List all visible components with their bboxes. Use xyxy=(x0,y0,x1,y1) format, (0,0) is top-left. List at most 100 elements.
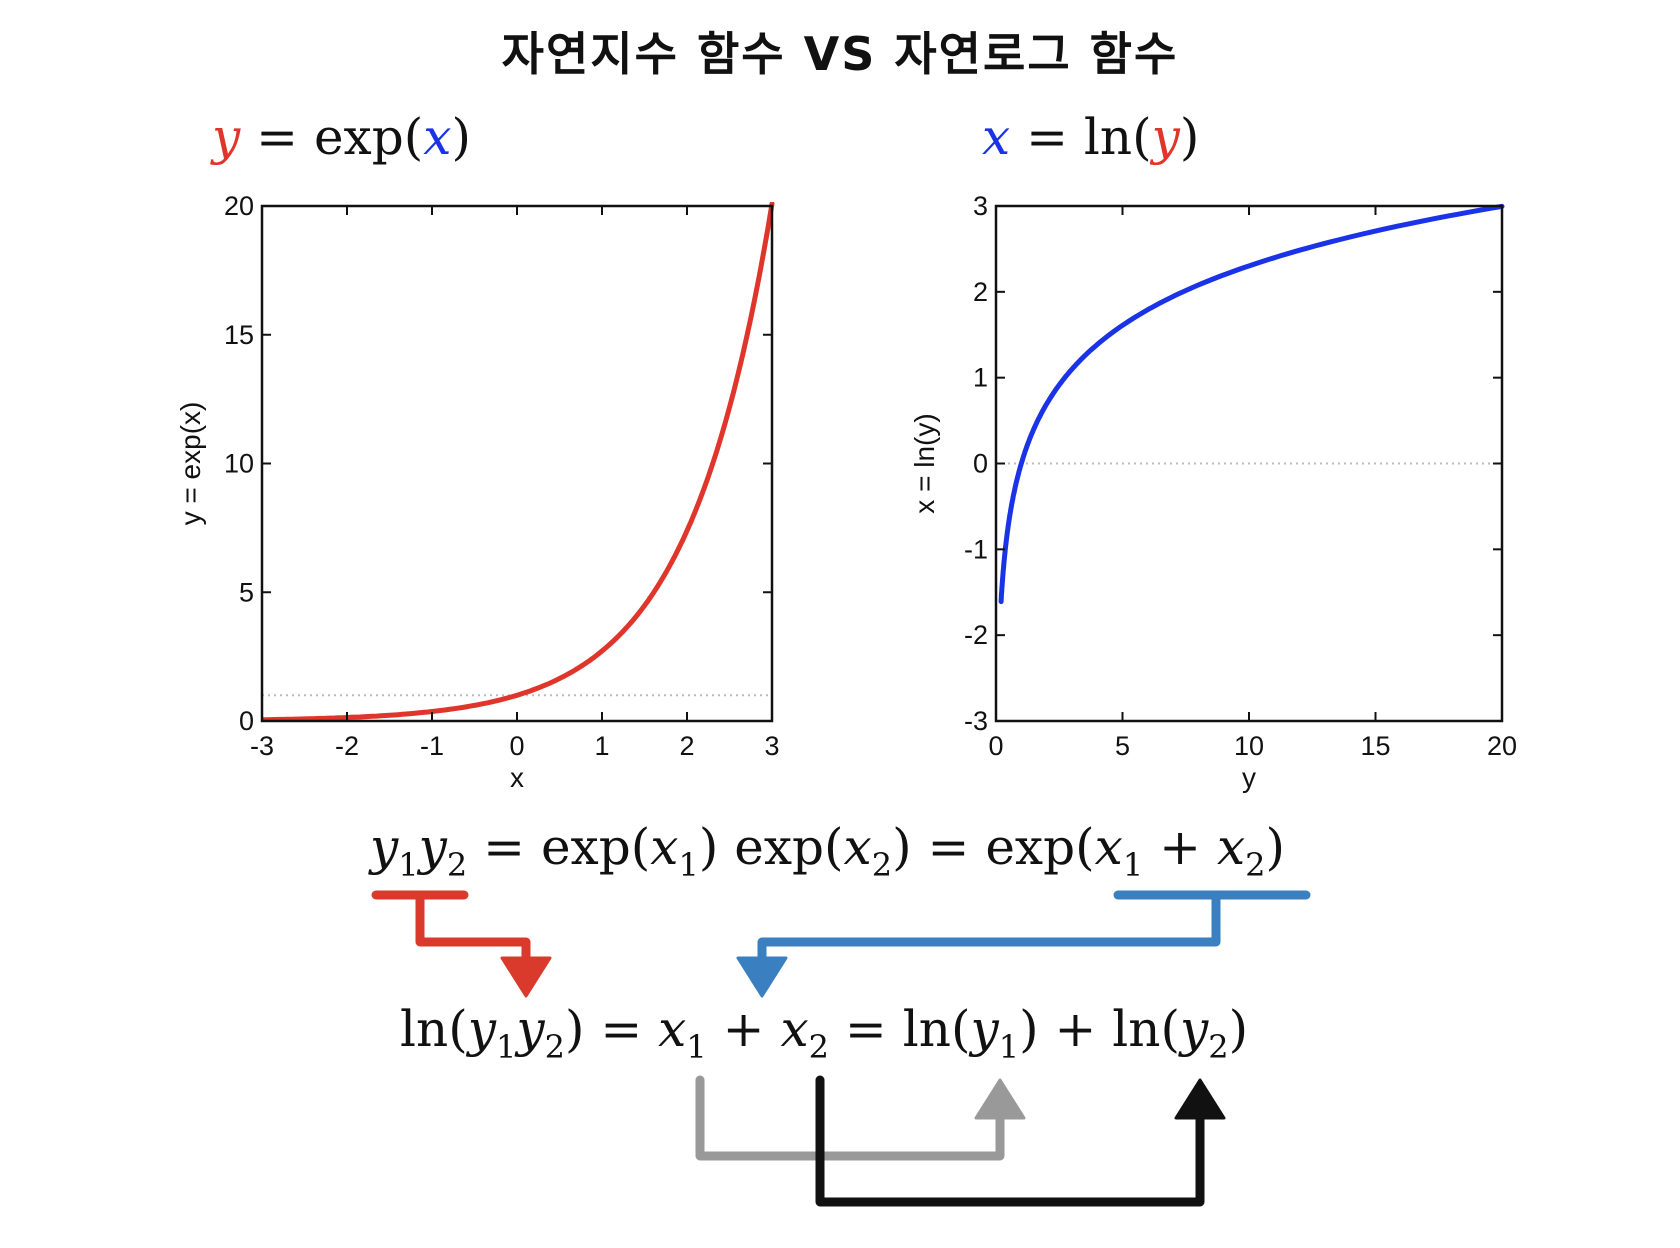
exp-fn: exp xyxy=(540,818,631,876)
y-tick-label: 1 xyxy=(973,363,988,393)
exp-curve xyxy=(262,202,775,721)
x-tick-label: 5 xyxy=(1115,731,1130,761)
x-axis-label: x xyxy=(510,762,524,793)
x-tick-label: -2 xyxy=(335,731,359,761)
x2-var: x xyxy=(780,1000,809,1058)
formula-y-var: y xyxy=(212,108,241,166)
subscript: 1 xyxy=(495,1028,517,1066)
y1-var: y xyxy=(970,1000,999,1058)
subscript: 2 xyxy=(808,1028,830,1066)
y-tick-label: 5 xyxy=(239,577,254,607)
formula-rparen: ) xyxy=(451,108,471,166)
equals: = xyxy=(844,1000,887,1058)
lparen: ( xyxy=(950,1000,971,1058)
x-tick-label: 1 xyxy=(594,731,609,761)
red-arrow-line xyxy=(415,890,531,963)
y-tick-label: 10 xyxy=(224,449,254,479)
plus: + xyxy=(722,1000,765,1058)
x-tick-label: 2 xyxy=(679,731,694,761)
blue-arrow-line xyxy=(757,890,1221,963)
y-tick-label: 3 xyxy=(973,191,988,221)
formula-x-var: x xyxy=(982,108,1011,166)
formula-fn: ln xyxy=(1083,108,1133,166)
y2-var: y xyxy=(418,818,447,876)
y-tick-label: 0 xyxy=(239,706,254,736)
subscript: 1 xyxy=(1122,846,1144,884)
gray-arrow-head xyxy=(974,1078,1026,1120)
equals: = xyxy=(927,818,970,876)
formula-lparen: ( xyxy=(1132,108,1152,166)
formula-equals: = xyxy=(256,108,299,166)
rparen: ) xyxy=(892,818,912,876)
y1-var: y xyxy=(467,1000,496,1058)
formula-x-var: x xyxy=(423,108,452,166)
formula-lparen: ( xyxy=(403,108,424,166)
formula-fn: exp xyxy=(313,108,404,166)
subscript: 1 xyxy=(686,1028,707,1066)
log-identity: ln(y1y2) = x1 + x2 = ln(y1) + ln(y2) xyxy=(400,1000,1249,1063)
black-arrow-line xyxy=(815,1075,1205,1207)
subscript: 2 xyxy=(544,1028,565,1066)
y-tick-label: 15 xyxy=(224,320,254,350)
exp-formula: y = exp(x) xyxy=(212,108,471,166)
subscript: 2 xyxy=(446,846,468,884)
exp-fn: exp xyxy=(734,818,825,876)
ln-curve xyxy=(998,203,1505,605)
y-tick-label: -3 xyxy=(964,706,988,736)
subscript: 2 xyxy=(871,846,893,884)
x-tick-label: 0 xyxy=(509,731,524,761)
lparen: ( xyxy=(448,1000,468,1058)
x-tick-label: -3 xyxy=(250,731,274,761)
arrows-layer xyxy=(371,890,1311,1207)
rparen: ) xyxy=(1019,1000,1039,1058)
blue-arrow-head xyxy=(736,956,788,998)
y-axis-label: y = exp(x) xyxy=(175,402,206,526)
exp-fn: exp xyxy=(985,818,1076,876)
plot-frame xyxy=(260,204,774,723)
lparen: ( xyxy=(824,818,844,876)
y-axis-label: x = ln(y) xyxy=(909,413,940,513)
rparen: ) xyxy=(1228,1000,1249,1058)
formula-rparen: ) xyxy=(1179,108,1200,166)
x2-var: x xyxy=(843,818,872,876)
subscript: 1 xyxy=(678,846,699,884)
subscript: 2 xyxy=(1245,846,1266,884)
y2-var: y xyxy=(516,1000,545,1058)
x1-var: x xyxy=(650,818,679,876)
lparen: ( xyxy=(1160,1000,1181,1058)
x-tick-label: -1 xyxy=(420,731,444,761)
y2-var: y xyxy=(1180,1000,1209,1058)
y-tick-label: 0 xyxy=(973,449,988,479)
plus: + xyxy=(1054,1000,1097,1058)
rparen: ) xyxy=(698,818,719,876)
ln-fn: ln xyxy=(1112,1000,1161,1058)
exp-chart: -3 -2 -1 0 1 2 3 0 5 10 15 20 x y = exp(x) xyxy=(175,191,780,793)
gray-arrow-line xyxy=(695,1075,1005,1161)
y-tick-label: 20 xyxy=(224,191,254,221)
x1-var: x xyxy=(658,1000,687,1058)
x2-var: x xyxy=(1216,818,1246,876)
lparen: ( xyxy=(630,818,651,876)
red-arrow-head xyxy=(500,956,552,998)
y1-var: y xyxy=(370,818,399,876)
x1-var: x xyxy=(1094,818,1123,876)
y-tick-label: -1 xyxy=(964,534,988,564)
y-tick-label: 2 xyxy=(973,277,988,307)
product-identity: y1y2 = exp(x1) exp(x2) = exp(x1 + x2) xyxy=(370,818,1285,881)
equals: = xyxy=(600,1000,643,1058)
x-tick-label: 3 xyxy=(764,731,779,761)
formula-equals: = xyxy=(1026,108,1069,166)
lparen: ( xyxy=(1075,818,1095,876)
x-tick-label: 15 xyxy=(1360,731,1390,761)
ln-formula: x = ln(y) xyxy=(982,108,1199,166)
subscript: 1 xyxy=(398,846,419,884)
black-arrow-head xyxy=(1174,1078,1226,1120)
subscript: 2 xyxy=(1208,1028,1229,1066)
x-tick-label: 0 xyxy=(988,731,1003,761)
subscript: 1 xyxy=(998,1028,1020,1066)
equals: = xyxy=(483,818,526,876)
ln-fn: ln xyxy=(902,1000,951,1058)
rparen: ) xyxy=(564,1000,585,1058)
ln-fn: ln xyxy=(400,1000,449,1058)
